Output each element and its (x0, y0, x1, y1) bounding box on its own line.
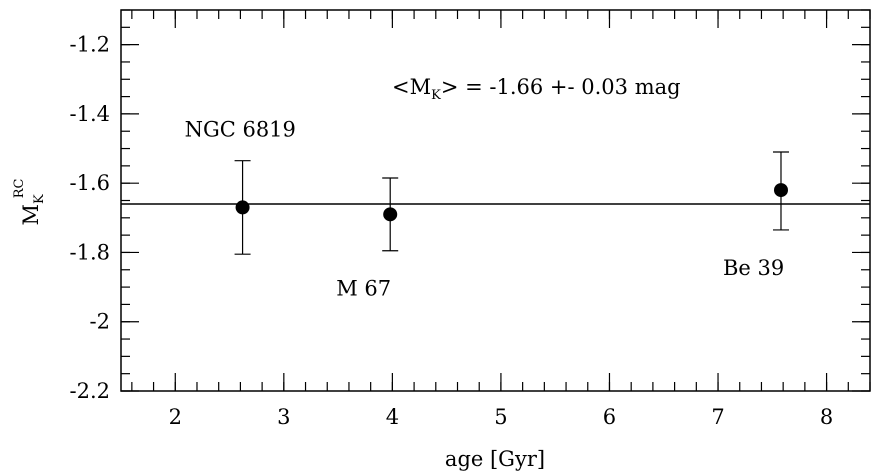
data-point (773, 183, 788, 198)
y-axis-title-main: M (19, 204, 43, 226)
y-tick-label: -1.8 (70, 240, 111, 264)
data-points: NGC 6819 M 67 Be 39 (185, 118, 789, 301)
data-point (383, 207, 398, 222)
x-tick-label: 6 (603, 405, 616, 429)
x-tick-label: 2 (169, 405, 182, 429)
point-label: M 67 (336, 277, 391, 301)
y-tick-label: -1.6 (70, 171, 111, 195)
x-tick-label: 3 (277, 405, 290, 429)
mean-annotation-suffix: > = -1.66 +- 0.03 mag (441, 75, 681, 99)
mean-annotation: <MK> = -1.66 +- 0.03 mag (392, 75, 681, 103)
x-axis-title: age [Gyr] (445, 447, 545, 471)
y-tick-label: -1.4 (70, 102, 111, 126)
y-tick-label: -1.2 (70, 33, 111, 57)
y-tick-label: -2.2 (70, 379, 111, 403)
mean-annotation-sub: K (431, 88, 441, 103)
major-ticks (121, 10, 870, 392)
data-point (235, 200, 250, 215)
point-label: Be 39 (723, 256, 784, 280)
x-tick-label: 4 (386, 405, 399, 429)
y-axis-title-sup: RC (12, 178, 27, 198)
y-axis-title-sub: K (32, 194, 47, 204)
plot-frame (120, 9, 871, 392)
mean-annotation-prefix: <M (392, 75, 431, 99)
x-tick-label: 5 (494, 405, 507, 429)
y-axis-title: MK RC (12, 178, 47, 225)
point-label: NGC 6819 (185, 118, 296, 142)
y-tick-labels: -2.2 -2 -1.8 -1.6 -1.4 -1.2 (70, 33, 111, 403)
y-tick-label: -2 (90, 310, 110, 334)
x-tick-label: 8 (820, 405, 833, 429)
minor-ticks (121, 9, 871, 392)
x-tick-labels: 2 3 4 5 6 7 8 (169, 405, 834, 429)
x-tick-label: 7 (711, 405, 724, 429)
